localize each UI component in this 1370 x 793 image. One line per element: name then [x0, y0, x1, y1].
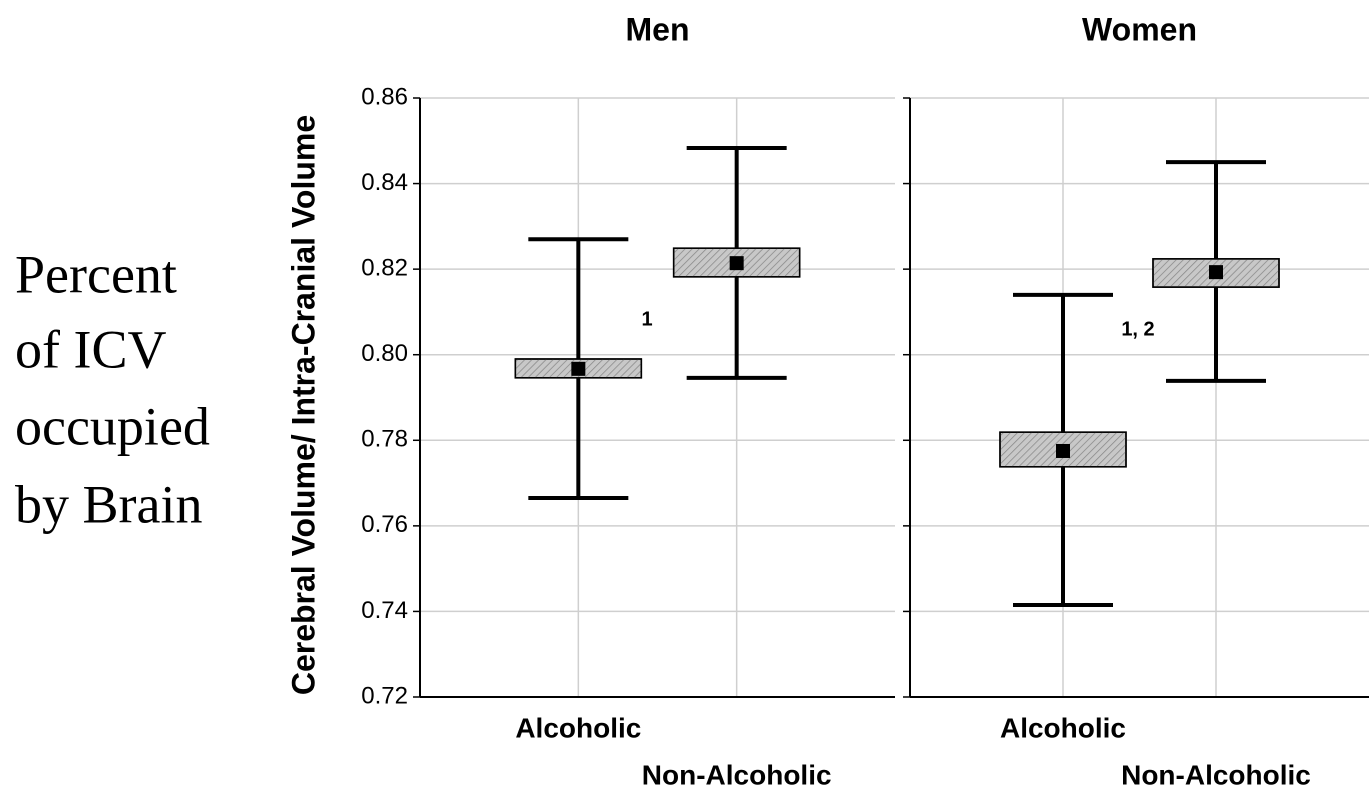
y-tick-label: 0.82: [361, 254, 408, 281]
x-tick-label: Alcoholic: [515, 712, 641, 743]
annotation: 1, 2: [1121, 318, 1154, 340]
y-tick-label: 0.76: [361, 511, 408, 538]
y-tick-label: 0.78: [361, 426, 408, 453]
panel-title: Women: [1082, 11, 1197, 47]
y-tick-label: 0.86: [361, 83, 408, 110]
y-axis-label: Cerebral Volume/ Intra-Cranial Volume: [285, 115, 321, 695]
x-tick-label: Alcoholic: [1000, 712, 1126, 743]
side-text: by Brain: [15, 474, 202, 534]
y-tick-label: 0.84: [361, 169, 408, 196]
mean-marker: [1209, 265, 1223, 280]
y-tick-label: 0.74: [361, 597, 408, 624]
x-tick-label: Non-Alcoholic: [642, 759, 832, 790]
mean-marker: [1056, 443, 1070, 458]
y-tick-label: 0.72: [361, 682, 408, 709]
x-tick-label: Non-Alcoholic: [1121, 759, 1311, 790]
y-tick-label: 0.80: [361, 340, 408, 367]
side-text: occupied: [15, 396, 210, 456]
panel-title: Men: [626, 11, 690, 47]
side-text: of ICV: [15, 319, 166, 379]
side-text: Percent: [15, 244, 177, 304]
mean-marker: [729, 256, 744, 271]
annotation: 1: [641, 308, 652, 330]
mean-marker: [571, 361, 586, 376]
